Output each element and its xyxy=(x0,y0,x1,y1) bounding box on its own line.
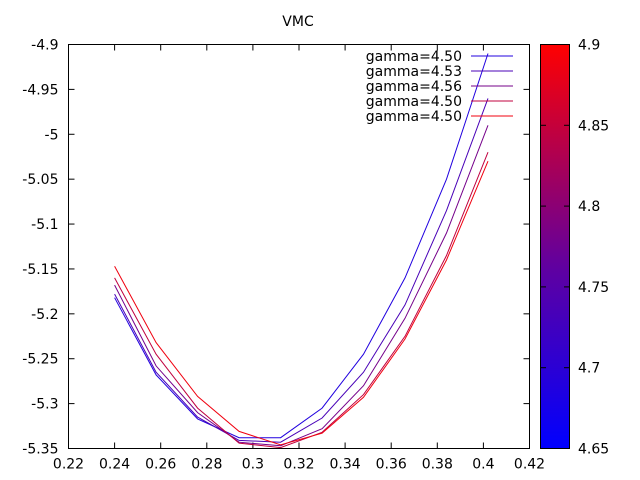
colorbar-tick-label: 4.7 xyxy=(578,361,600,377)
series-line-1 xyxy=(114,53,489,439)
y-tick-label: -4.9 xyxy=(31,38,58,54)
x-tick-label: 0.38 xyxy=(422,457,453,473)
legend-label: gamma=4.56 xyxy=(366,79,462,95)
x-tick-label: 0.34 xyxy=(330,457,361,473)
colorbar-tick-label: 4.65 xyxy=(578,442,609,458)
colorbar-tick-label: 4.85 xyxy=(578,118,609,134)
colorbar-tick-label: 4.8 xyxy=(578,199,600,215)
y-tick-label: -4.95 xyxy=(22,82,58,98)
chart-title: VMC xyxy=(282,14,314,30)
colorbar-tick-label: 4.75 xyxy=(578,280,609,296)
x-tick-label: 0.22 xyxy=(53,457,84,473)
x-tick-label: 0.3 xyxy=(242,457,264,473)
y-tick-label: -5.3 xyxy=(31,397,58,413)
colorbar-axis: 4.9 4.85 4.8 4.75 4.7 4.65 xyxy=(540,38,609,458)
x-tick-label: 0.28 xyxy=(191,457,222,473)
series-line-3 xyxy=(114,125,489,447)
x-axis: 0.22 0.24 0.26 0.28 0.3 0.32 0.34 0.36 0.38 0.4 0.… xyxy=(53,44,545,473)
legend-label: gamma=4.50 xyxy=(366,94,462,110)
legend-label: gamma=4.50 xyxy=(366,49,462,65)
x-tick-label: 0.4 xyxy=(472,457,494,473)
legend: gamma=4.50gamma=4.53gamma=4.56gamma=4.50… xyxy=(366,49,513,125)
y-tick-label: -5.15 xyxy=(22,262,58,278)
colorbar xyxy=(540,44,569,449)
y-tick-label: -5.2 xyxy=(31,307,58,323)
x-tick-label: 0.32 xyxy=(283,457,314,473)
series-line-5 xyxy=(114,161,489,446)
y-tick-label: -5 xyxy=(45,127,59,143)
y-axis: -4.9 -4.95 -5 -5.05 -5.1 -5.15 -5.2 -5.25 -5.3 -5… xyxy=(22,38,530,458)
y-tick-label: -5.35 xyxy=(22,442,58,458)
colorbar-tick-label: 4.9 xyxy=(578,38,600,54)
series-line-4 xyxy=(114,152,489,449)
x-tick-label: 0.42 xyxy=(514,457,545,473)
series-lines xyxy=(114,53,489,449)
y-tick-label: -5.1 xyxy=(31,217,58,233)
x-tick-label: 0.36 xyxy=(376,457,407,473)
x-tick-label: 0.24 xyxy=(99,457,130,473)
y-tick-label: -5.25 xyxy=(22,352,58,368)
colorbar-frame xyxy=(540,44,570,449)
legend-label: gamma=4.53 xyxy=(366,64,462,80)
y-tick-label: -5.05 xyxy=(22,172,58,188)
series-line-2 xyxy=(114,98,489,443)
x-tick-label: 0.26 xyxy=(145,457,176,473)
legend-label: gamma=4.50 xyxy=(366,109,462,125)
